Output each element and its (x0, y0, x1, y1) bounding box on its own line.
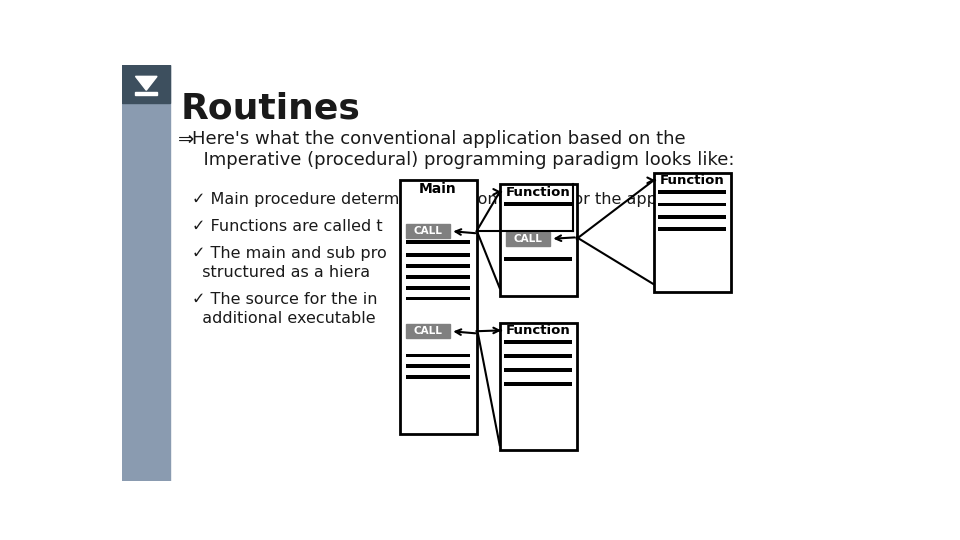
Bar (406, 264, 470, 268)
Bar (406, 253, 470, 257)
Bar (659, 190, 726, 194)
Text: Here's what the conventional application based on the
  Imperative (procedural) : Here's what the conventional application… (192, 130, 734, 169)
Bar (406, 354, 470, 357)
Polygon shape (135, 76, 157, 90)
Text: Routines: Routines (180, 92, 360, 126)
Bar (504, 354, 572, 358)
Bar (406, 286, 470, 289)
Text: Main: Main (420, 182, 457, 196)
Bar (659, 215, 726, 219)
Bar (504, 382, 572, 386)
Text: CALL: CALL (413, 226, 443, 236)
Bar (123, 65, 170, 103)
Bar (406, 240, 470, 244)
Bar (654, 173, 731, 292)
Bar (500, 184, 577, 296)
Bar (659, 202, 726, 206)
Bar (135, 92, 157, 95)
Text: ⇒: ⇒ (178, 130, 194, 149)
Text: ✓ Functions are called t: ✓ Functions are called t (192, 219, 382, 234)
Text: Function: Function (660, 174, 725, 187)
Bar (406, 364, 470, 368)
Text: Function: Function (506, 325, 570, 338)
Bar (504, 368, 572, 372)
Text: structured as a hiera: structured as a hiera (192, 265, 370, 280)
Text: ✓ The main and sub pro: ✓ The main and sub pro (192, 246, 387, 261)
Bar (406, 296, 470, 300)
Bar (500, 323, 577, 450)
Text: ✓ The source for the in: ✓ The source for the in (192, 292, 377, 307)
Bar (406, 325, 449, 338)
Bar (406, 224, 449, 238)
Bar (506, 232, 550, 246)
Bar (504, 202, 572, 206)
Bar (504, 257, 572, 261)
Bar (399, 180, 476, 434)
Text: CALL: CALL (413, 326, 443, 336)
Text: Function: Function (506, 186, 570, 199)
Bar (504, 340, 572, 345)
Bar (123, 65, 170, 481)
Bar (406, 375, 470, 379)
Text: CALL: CALL (514, 234, 542, 244)
Text: ✓ Main procedure determines the control flow for the application: ✓ Main procedure determines the control … (192, 192, 715, 207)
Bar (659, 227, 726, 231)
Bar (406, 275, 470, 279)
Text: additional executablе: additional executablе (192, 311, 375, 326)
